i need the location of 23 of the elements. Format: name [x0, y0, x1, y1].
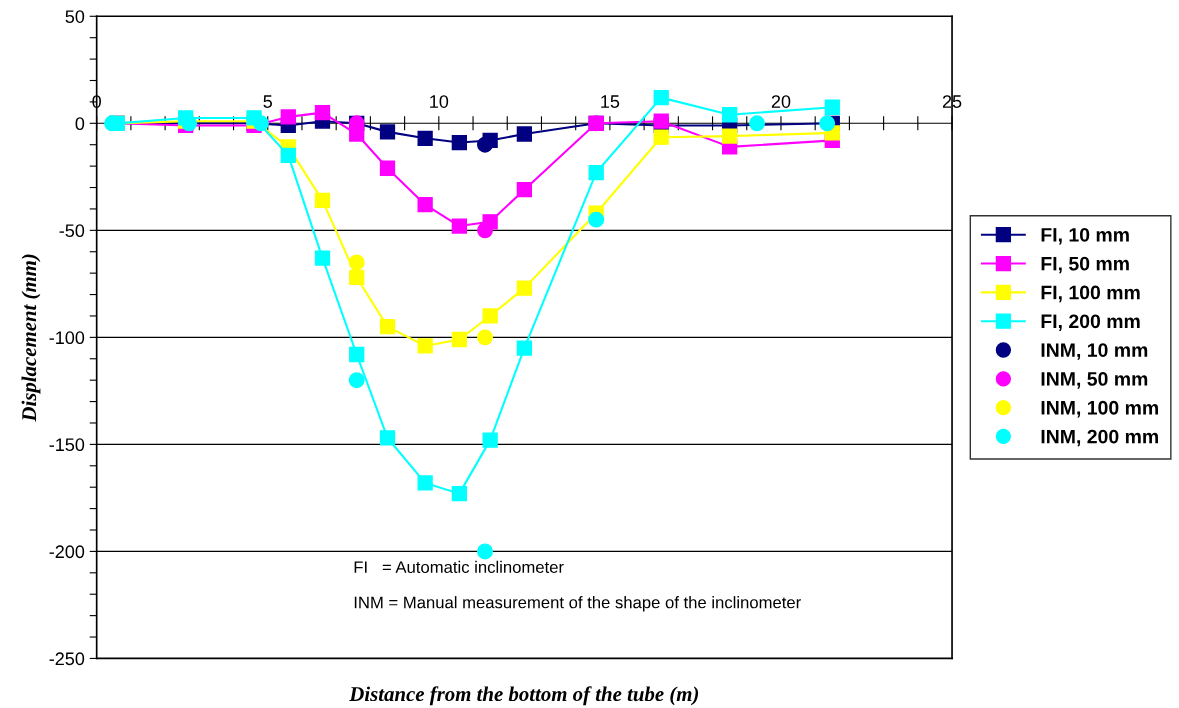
annotation: INM = Manual measurement of the shape of the inclinometer	[354, 596, 801, 612]
legend-label: INM, 50 mm	[1041, 372, 1148, 389]
y-tick-label: -250	[49, 652, 85, 666]
y-tick-label: -200	[49, 545, 85, 559]
x-tick-label: 5	[263, 95, 273, 108]
annotation: FI = Automatic inclinometer	[354, 560, 564, 574]
y-tick-label: -50	[59, 224, 85, 238]
y-tick-label: 50	[65, 10, 85, 23]
legend-label: FI, 10 mm	[1041, 227, 1129, 245]
x-axis-title: Distance from the bottom of the tube (m)	[349, 686, 699, 706]
x-tick-label: 10	[430, 95, 449, 108]
y-tick-label: -100	[49, 331, 85, 345]
y-axis-title: Displacement (mm)	[21, 254, 41, 422]
y-tick-label: 0	[75, 117, 85, 131]
legend-label: INM, 200 mm	[1041, 429, 1158, 447]
x-tick-label: 20	[771, 95, 791, 108]
legend-label: FI, 200 mm	[1041, 314, 1140, 331]
legend-label: INM, 10 mm	[1041, 343, 1148, 360]
legend-label: FI, 50 mm	[1041, 256, 1129, 274]
legend-label: FI, 100 mm	[1041, 285, 1140, 303]
legend-label: INM, 100 mm	[1041, 400, 1158, 418]
y-tick-label: -150	[49, 438, 85, 452]
x-tick-label: 15	[601, 95, 620, 108]
